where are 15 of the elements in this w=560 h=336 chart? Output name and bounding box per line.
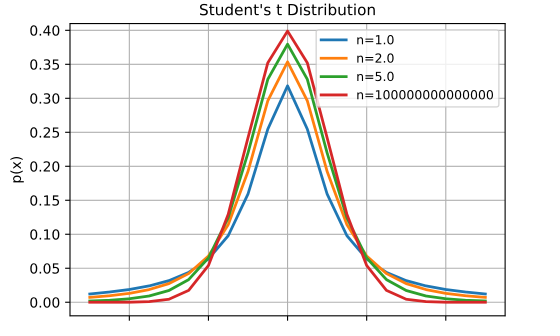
y-tick-label: 0.30 <box>30 93 60 104</box>
y-axis-title: p(x) <box>10 156 24 182</box>
legend-label: n=2.0 <box>357 53 394 63</box>
legend-label: n=1.0 <box>357 34 394 44</box>
y-tick-label: 0.15 <box>30 195 60 206</box>
y-tick-label: 0.05 <box>30 263 60 274</box>
y-tick-label: 0.40 <box>30 25 60 36</box>
chart-title: Student's t Distribution <box>200 4 375 16</box>
legend-label: n=5.0 <box>357 72 394 82</box>
y-tick-label: 0.35 <box>30 59 60 70</box>
legend-label: n=100000000000000 <box>357 90 494 100</box>
y-tick-label: 0.20 <box>30 161 60 172</box>
y-tick-label: 0.00 <box>30 297 60 308</box>
y-tick-label: 0.25 <box>30 127 60 138</box>
y-tick-label: 0.10 <box>30 229 60 240</box>
